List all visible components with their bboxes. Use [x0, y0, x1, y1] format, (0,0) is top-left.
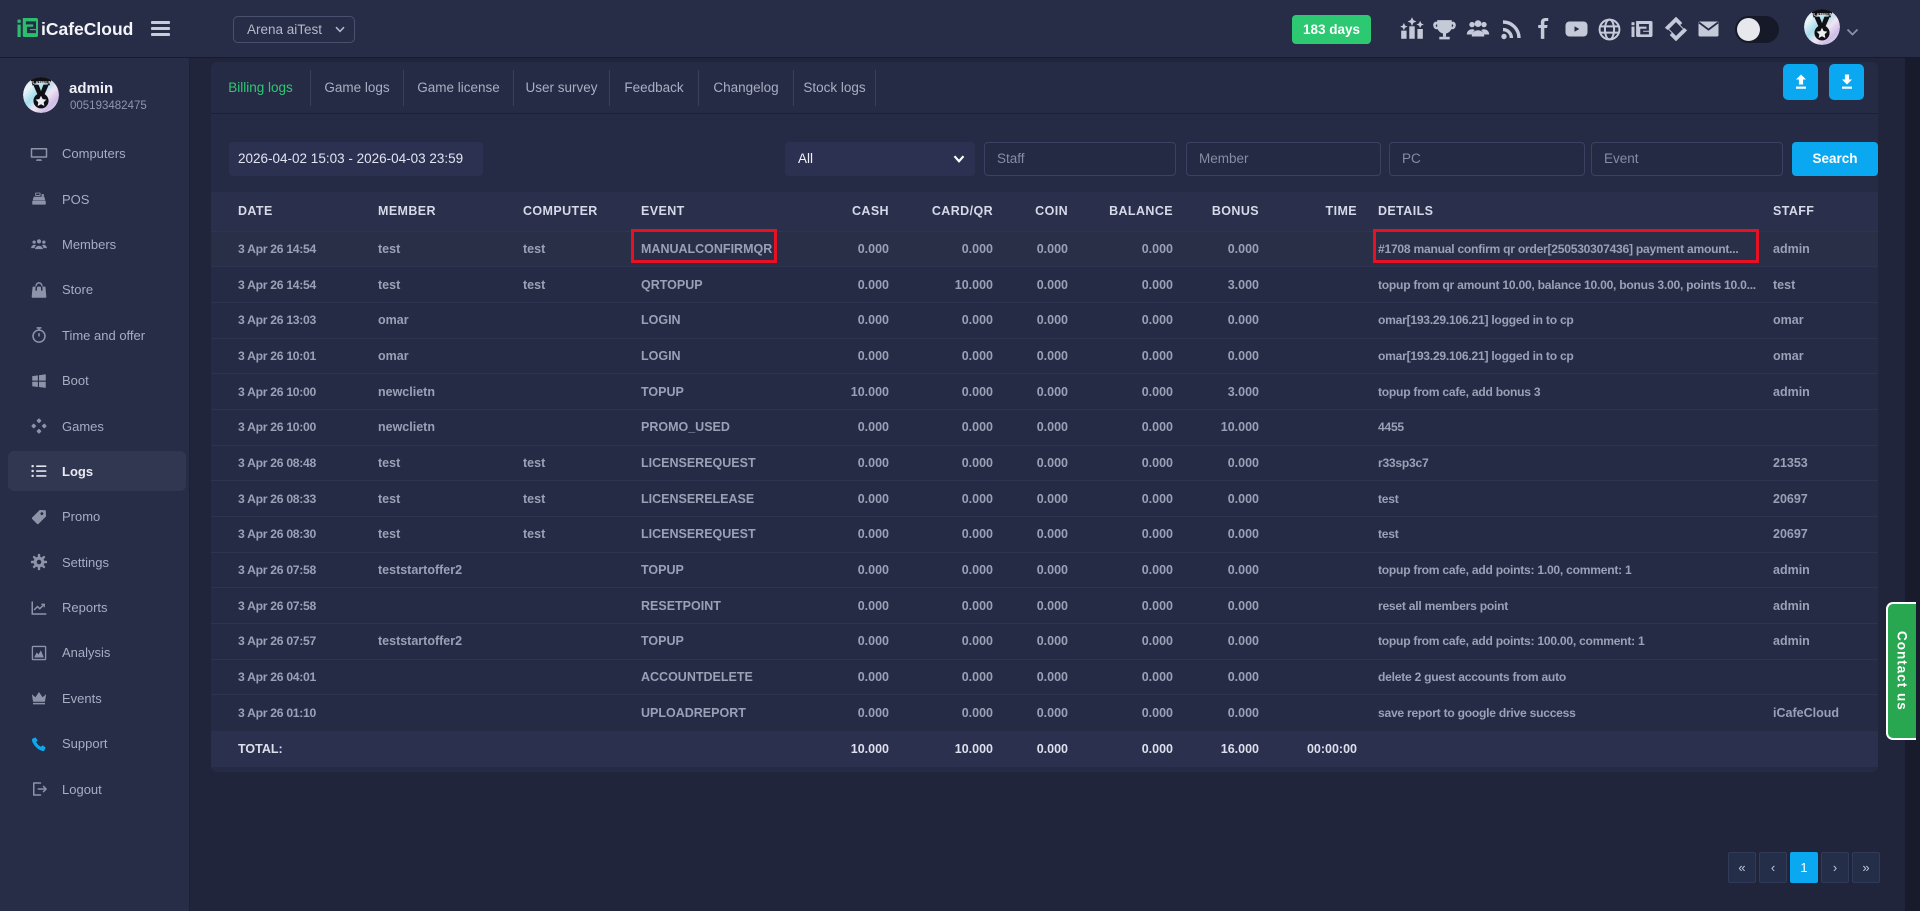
svg-text:iCafeCloud: iCafeCloud [41, 19, 133, 39]
svg-text:PLATINUM: PLATINUM [30, 80, 53, 85]
svg-text:PLATINUM: PLATINUM [1811, 12, 1834, 17]
